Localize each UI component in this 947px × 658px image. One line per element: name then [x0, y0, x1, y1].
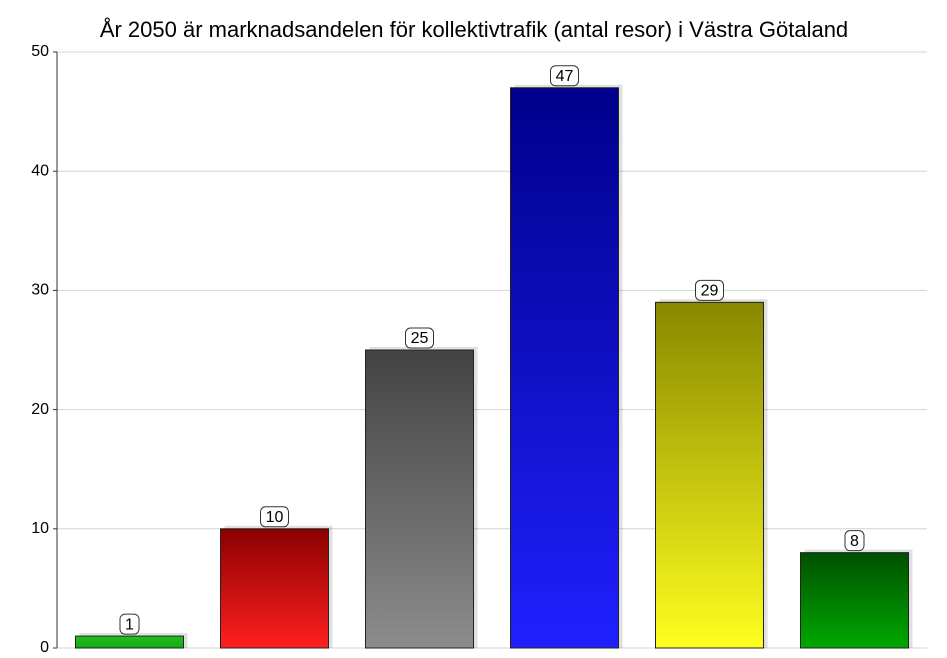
value-label-box [550, 65, 579, 87]
value-label: 8 [850, 533, 859, 550]
value-label-box [844, 530, 865, 552]
y-tick-label: 20 [31, 401, 49, 418]
y-tick-label: 0 [40, 639, 49, 656]
y-tick-label: 30 [31, 282, 49, 299]
value-label: 47 [556, 68, 574, 85]
value-label-box [119, 613, 140, 635]
value-label-box [695, 279, 724, 301]
bar [510, 87, 619, 649]
bar [655, 301, 764, 649]
bar [220, 528, 329, 649]
y-tick-label: 50 [31, 43, 49, 60]
bar [800, 552, 909, 649]
bar [365, 349, 474, 649]
value-label: 10 [266, 509, 284, 526]
value-label-box [405, 327, 434, 349]
y-tick-label: 40 [31, 162, 49, 179]
value-label-box [260, 506, 289, 528]
value-label: 29 [701, 283, 719, 300]
value-label: 1 [125, 616, 134, 633]
y-tick-label: 10 [31, 520, 49, 537]
value-label: 25 [411, 330, 429, 347]
bar [75, 635, 184, 649]
chart-title: År 2050 är marknadsandelen för kollektiv… [100, 17, 848, 42]
